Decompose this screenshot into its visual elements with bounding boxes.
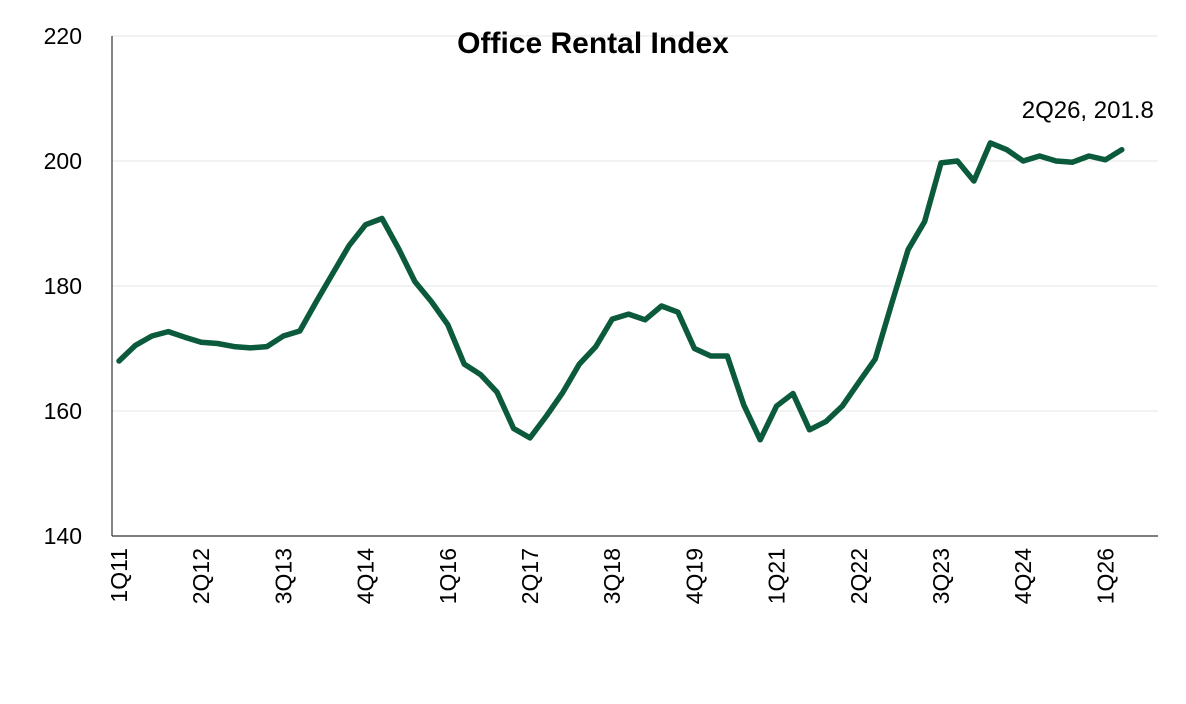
x-tick-label: 3Q18 bbox=[599, 548, 625, 604]
x-tick-label: 2Q17 bbox=[517, 548, 543, 604]
annotations: 2Q26, 201.8 bbox=[1022, 97, 1154, 124]
x-tick-label: 1Q21 bbox=[764, 548, 790, 604]
x-axis-ticks: 1Q11 2Q12 3Q13 4Q14 1Q16 2Q17 3Q18 4Q19 1Q21 2Q22… bbox=[106, 548, 1118, 604]
x-tick-label: 2Q12 bbox=[188, 548, 214, 604]
x-tick-label: 3Q13 bbox=[270, 548, 296, 604]
y-tick-label: 160 bbox=[44, 398, 82, 424]
x-tick-label: 1Q16 bbox=[435, 548, 461, 604]
x-tick-label: 2Q22 bbox=[846, 548, 872, 604]
x-tick-label: 4Q14 bbox=[353, 548, 379, 604]
x-tick-label: 1Q26 bbox=[1092, 548, 1118, 604]
y-tick-label: 140 bbox=[44, 523, 82, 549]
x-tick-label: 1Q11 bbox=[106, 548, 132, 603]
y-axis-ticks: 140 160 180 200 220 bbox=[44, 23, 82, 549]
axes bbox=[111, 36, 1158, 537]
chart-title: Office Rental Index bbox=[457, 27, 729, 60]
x-tick-label: 3Q23 bbox=[928, 548, 954, 604]
y-tick-label: 180 bbox=[44, 273, 82, 299]
data-label-annotation: 2Q26, 201.8 bbox=[1022, 97, 1154, 124]
gridlines bbox=[112, 35, 1158, 412]
y-tick-label: 200 bbox=[44, 148, 82, 174]
y-tick-label: 220 bbox=[44, 23, 82, 49]
series-line-office-rental-index bbox=[116, 140, 1125, 443]
x-tick-label: 4Q24 bbox=[1010, 548, 1036, 604]
x-tick-label: 4Q19 bbox=[681, 548, 707, 604]
